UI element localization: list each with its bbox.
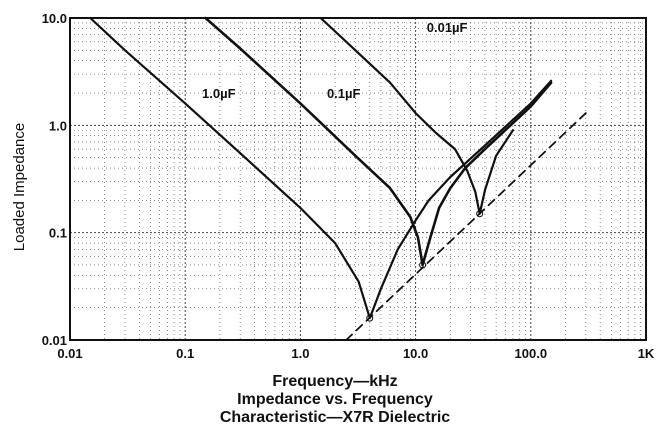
caption-line-2: Characteristic—X7R Dielectric [219,409,451,426]
series-label: 0.01µF [427,20,468,35]
x-tick-label: 10.0 [403,346,428,361]
x-axis-label: Frequency—kHz [272,373,398,390]
series-label: 0.1µF [327,86,361,101]
x-tick-label: 0.1 [176,346,194,361]
series-label: 1.0µF [202,86,236,101]
caption-line-1: Impedance vs. Frequency [237,391,433,408]
y-tick-label: 1.0 [49,118,67,133]
x-tick-label: 1.0 [291,346,309,361]
reference-line-dashed [345,112,587,341]
y-tick-label: 10.0 [42,11,67,26]
x-tick-label: 0.01 [57,346,82,361]
x-tick-label: 100.0 [515,346,548,361]
series-line [204,16,553,267]
y-tick-label: 0.01 [42,333,67,348]
y-tick-label: 0.1 [49,226,67,241]
series-curves [89,16,587,341]
resonance-point [476,210,484,218]
x-tick-label: 1K [638,346,655,361]
curve-labels: 1.0µF 0.1µF 0.01µF [202,20,468,101]
tick-labels: 0.01 0.1 1.0 10.0 100.0 1K 0.01 0.1 1.0 10.0 [42,11,655,361]
resonance-point [366,314,374,322]
plot-frame [69,17,647,341]
y-axis-label: Loaded Impedance [11,123,28,251]
series-line [89,16,553,320]
series-line [319,16,515,215]
grid [69,18,646,341]
